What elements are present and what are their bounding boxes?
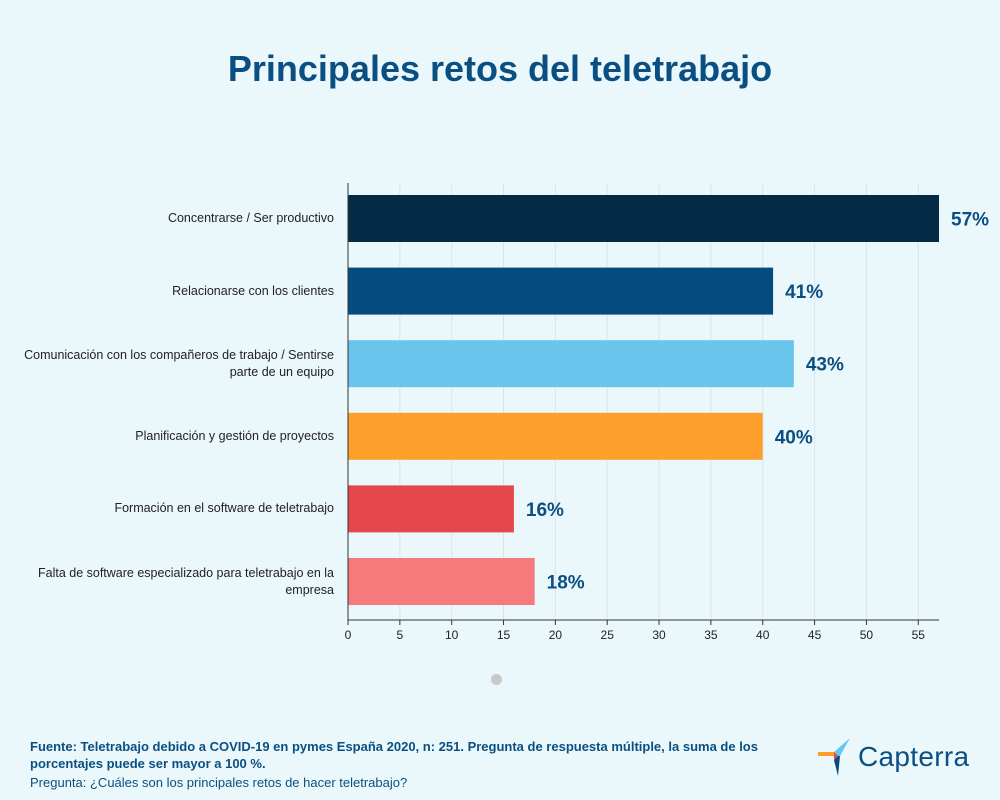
value-label: 43% [806, 355, 844, 376]
category-label: Planificación y gestión de proyectos [135, 428, 334, 443]
chart-title: Principales retos del teletrabajo [227, 48, 773, 89]
category-label: Formación en el software de teletrabajo [114, 501, 334, 516]
bar[interactable] [348, 340, 794, 388]
bar[interactable] [348, 485, 514, 533]
bar[interactable] [348, 195, 939, 242]
bar[interactable] [348, 558, 535, 605]
x-tick-label: 40 [756, 628, 770, 642]
x-tick-label: 25 [601, 628, 615, 642]
bar-chart: 57% 41% 43% 40% 16% 18% 0 5 10 15 20 25 30 35 40 45 50 5… [345, 183, 989, 642]
category-label: Concentrarse / Ser productivo [167, 211, 334, 225]
value-label: 40% [775, 427, 813, 448]
pagination-dot[interactable] [491, 674, 502, 685]
x-tick-label: 10 [445, 628, 459, 642]
source-note: Fuente: Teletrabajo debido a COVID-19 en… [30, 739, 758, 771]
capterra-logo: Capterra [818, 737, 969, 777]
x-tick-label: 30 [652, 628, 666, 642]
bar[interactable] [348, 267, 774, 315]
capterra-wordmark: Capterra [858, 741, 970, 772]
category-label: Comunicación con los compañeros de traba… [24, 347, 334, 379]
category-label: Relacionarse con los clientes [172, 283, 334, 298]
x-tick-label: 0 [345, 628, 352, 642]
capterra-arrow-icon [818, 738, 850, 776]
x-tick-label: 50 [860, 628, 874, 642]
value-label: 16% [526, 500, 564, 521]
value-label: 18% [547, 573, 585, 594]
category-label: Falta de software especializado para tel… [37, 565, 334, 597]
x-tick-label: 20 [549, 628, 563, 642]
x-tick-label: 45 [808, 628, 822, 642]
x-tick-label: 15 [497, 628, 511, 642]
value-label: 41% [785, 282, 823, 303]
x-tick-label: 5 [396, 628, 403, 642]
question-note: Pregunta: ¿Cuáles son los principales re… [30, 775, 408, 790]
x-tick-label: 35 [704, 628, 718, 642]
value-label: 57% [951, 210, 989, 231]
bar[interactable] [348, 412, 763, 460]
x-tick-label: 55 [912, 628, 926, 642]
